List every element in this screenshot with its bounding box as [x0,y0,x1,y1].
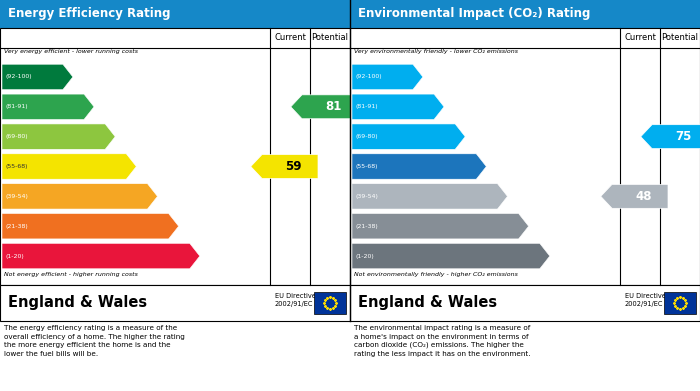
Bar [350,285,700,321]
Text: (1-20): (1-20) [6,254,25,258]
Text: E: E [510,191,518,201]
Bar [0,28,350,285]
Text: England & Wales: England & Wales [8,296,147,310]
Polygon shape [601,185,668,208]
Text: Current: Current [274,34,306,43]
Text: 81: 81 [326,100,342,113]
Polygon shape [290,95,358,119]
Text: (39-54): (39-54) [6,194,29,199]
Text: (39-54): (39-54) [356,194,379,199]
Polygon shape [352,124,465,149]
Text: B: B [97,102,106,112]
Text: (69-80): (69-80) [6,134,29,139]
Text: The environmental impact rating is a measure of
a home's impact on the environme: The environmental impact rating is a mea… [354,325,531,357]
Text: (1-20): (1-20) [356,254,374,258]
Text: Energy Efficiency Rating: Energy Efficiency Rating [8,7,171,20]
Polygon shape [2,243,199,269]
Text: (21-38): (21-38) [356,224,379,229]
Bar [314,292,346,314]
Text: 48: 48 [636,190,652,203]
Bar [0,285,350,321]
Text: C: C [118,132,126,142]
Text: (55-68): (55-68) [6,164,29,169]
Text: England & Wales: England & Wales [358,296,497,310]
Polygon shape [2,94,94,120]
Text: Not environmentally friendly - higher CO₂ emissions: Not environmentally friendly - higher CO… [354,272,518,277]
Text: (81-91): (81-91) [356,104,379,109]
Text: Very energy efficient - lower running costs: Very energy efficient - lower running co… [4,49,138,54]
Polygon shape [2,184,158,209]
Text: (69-80): (69-80) [356,134,379,139]
Text: Very environmentally friendly - lower CO₂ emissions: Very environmentally friendly - lower CO… [354,49,518,54]
Text: (92-100): (92-100) [356,74,383,79]
Polygon shape [352,154,486,179]
Text: (92-100): (92-100) [6,74,33,79]
Polygon shape [2,154,136,179]
Text: G: G [553,251,562,261]
Polygon shape [251,154,318,178]
Bar [350,0,700,28]
Text: D: D [139,161,148,172]
Text: (55-68): (55-68) [356,164,379,169]
Text: Environmental Impact (CO₂) Rating: Environmental Impact (CO₂) Rating [358,7,590,20]
Bar [350,28,700,285]
Text: (21-38): (21-38) [6,224,29,229]
Text: B: B [447,102,456,112]
Text: G: G [203,251,212,261]
Text: E: E [160,191,168,201]
Text: D: D [489,161,498,172]
Text: Potential: Potential [662,34,699,43]
Polygon shape [640,125,700,149]
Polygon shape [352,213,528,239]
Text: Potential: Potential [312,34,349,43]
Text: 75: 75 [676,130,692,143]
Text: F: F [531,221,539,231]
Polygon shape [352,243,550,269]
Bar [0,0,350,28]
Polygon shape [2,213,178,239]
Text: EU Directive
2002/91/EC: EU Directive 2002/91/EC [625,293,666,307]
Text: 59: 59 [286,160,302,173]
Text: Current: Current [624,34,656,43]
Text: (81-91): (81-91) [6,104,29,109]
Polygon shape [2,64,73,90]
Text: F: F [181,221,189,231]
Polygon shape [352,94,444,120]
Polygon shape [352,64,423,90]
Text: The energy efficiency rating is a measure of the
overall efficiency of a home. T: The energy efficiency rating is a measur… [4,325,185,357]
Text: C: C [468,132,476,142]
Text: EU Directive
2002/91/EC: EU Directive 2002/91/EC [275,293,316,307]
Text: Not energy efficient - higher running costs: Not energy efficient - higher running co… [4,272,138,277]
Polygon shape [352,184,508,209]
Polygon shape [2,124,115,149]
Text: A: A [426,72,435,82]
Bar [664,292,696,314]
Text: A: A [76,72,85,82]
